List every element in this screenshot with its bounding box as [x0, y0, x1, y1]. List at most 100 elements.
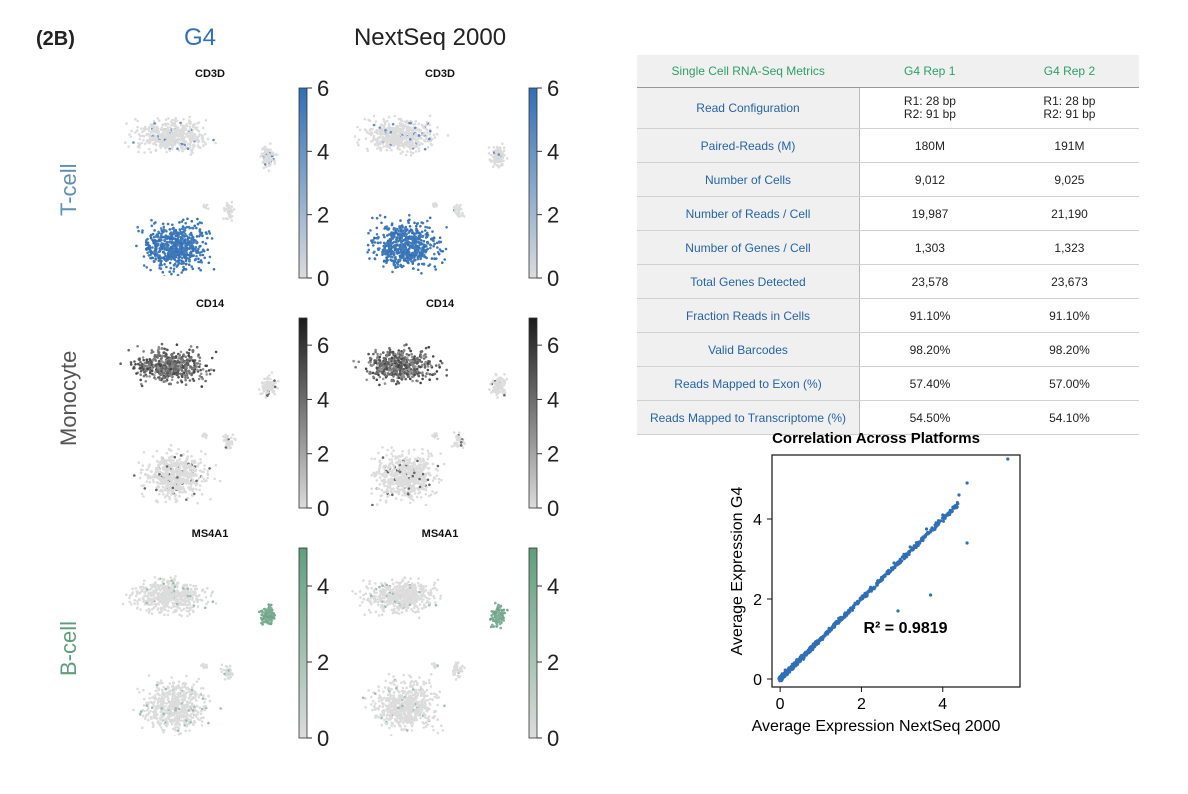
colorbar-tick-label: 6 [547, 333, 559, 358]
scatter-point [860, 594, 864, 598]
scatter-point [883, 573, 887, 577]
scatter-point [854, 601, 858, 605]
scatter-point [946, 511, 950, 515]
scatter-point [923, 534, 927, 538]
scatter-point [823, 633, 827, 637]
gene-title: CD14 [425, 298, 455, 310]
metrics-header-row: Single Cell RNA-Seq Metrics G4 Rep 1 G4 … [637, 55, 1139, 88]
scatter-point [934, 521, 938, 525]
scatter-point [831, 624, 835, 628]
metrics-cell-rep1: 9,012 [859, 162, 1000, 197]
metrics-cell-name: Fraction Reads in Cells [637, 298, 860, 333]
colorbar: 0 2 4 6 [298, 78, 329, 288]
metrics-cell-name: Valid Barcodes [637, 332, 860, 367]
metrics-cell-rep1: 23,578 [859, 264, 1000, 299]
metrics-header-name: Single Cell RNA-Seq Metrics [637, 55, 860, 88]
y-tick-label: 2 [753, 592, 762, 609]
colorbar: 0 2 4 6 [298, 317, 329, 518]
colorbar-tick-label: 4 [547, 387, 559, 412]
scatter-point [815, 640, 819, 644]
umap-plot [352, 343, 509, 506]
colorbar-tick-label: 0 [317, 726, 329, 748]
metrics-cell-rep1: R1: 28 bp R2: 91 bp [859, 87, 1000, 129]
scatter-point [887, 572, 891, 576]
scatter-point [934, 525, 938, 528]
metrics-cell-rep1: 19,987 [859, 196, 1000, 231]
y-tick-label: 4 [753, 512, 762, 529]
scatter-point [857, 601, 861, 604]
scatter-point [896, 562, 900, 566]
scatter-point [965, 541, 969, 545]
colorbar: 0 2 4 6 [528, 78, 559, 288]
scatter-point [809, 647, 813, 651]
gene-title: CD14 [195, 298, 225, 310]
scatter-point [900, 555, 904, 559]
scatter-point [784, 672, 788, 676]
metrics-row: Total Genes Detected 23,578 23,673 [637, 264, 1139, 299]
chart-title: Correlation Across Platforms [772, 430, 980, 447]
scatter-point [869, 588, 873, 592]
colorbar-tick-label: 2 [547, 442, 559, 467]
umap-plot [353, 114, 509, 275]
metrics-cell-rep2: 9,025 [999, 162, 1139, 197]
colorbar: 0 2 4 [298, 547, 329, 748]
scatter-point [811, 644, 815, 648]
scatter-point [795, 658, 799, 662]
scatter-point [914, 546, 918, 550]
colorbar-tick-label: 0 [547, 496, 559, 518]
scatter-point [872, 587, 876, 591]
metrics-row: Valid Barcodes 98.20% 98.20% [637, 332, 1139, 367]
colorbar-tick-label: 0 [547, 266, 559, 288]
metrics-row: Number of Genes / Cell 1,303 1,323 [637, 230, 1139, 265]
metrics-cell-rep2: R1: 28 bp R2: 91 bp [999, 87, 1139, 129]
colorbar-tick-label: 6 [547, 78, 559, 101]
scatter-point [799, 655, 803, 659]
scatter-point [887, 568, 891, 572]
scatter-point [950, 509, 954, 513]
scatter-point [835, 619, 839, 623]
scatter-point [916, 544, 920, 547]
metrics-row: Fraction Reads in Cells 91.10% 91.10% [637, 298, 1139, 333]
gene-title: CD3D [425, 68, 455, 80]
scatter-point [896, 609, 900, 613]
x-tick-label: 2 [857, 696, 866, 713]
scatter-point [791, 667, 795, 671]
scatter-point [808, 649, 812, 653]
metrics-cell-name: Reads Mapped to Exon (%) [637, 366, 860, 401]
scatter-point [924, 527, 929, 531]
umap-plot [124, 115, 279, 276]
scatter-point [955, 501, 959, 504]
scatter-point [863, 595, 867, 599]
correlation-scatter: Correlation Across Platforms 0 2 4 0 2 4 Averag… [729, 430, 1021, 735]
scatter-point [920, 536, 924, 540]
metrics-cell-rep1: 1,303 [859, 230, 1000, 265]
colorbar-tick-label: 2 [547, 203, 559, 228]
scatter-point [957, 493, 961, 497]
metrics-cell-rep2: 98.20% [999, 332, 1139, 367]
scatter-point [778, 677, 782, 681]
row-label-b-cell: B-cell [56, 620, 81, 676]
metrics-cell-name: Reads Mapped to Transcriptome (%) [637, 400, 860, 435]
metrics-row: Paired-Reads (M) 180M 191M [637, 128, 1139, 163]
umap-plot [351, 576, 509, 736]
scatter-point [942, 519, 945, 523]
scatter-point [890, 567, 894, 571]
metrics-cell-name: Read Configuration [637, 87, 860, 129]
colorbar-tick-label: 6 [317, 333, 329, 358]
scatter-point [813, 642, 817, 646]
scatter-point [941, 513, 945, 517]
row-label-monocyte: Monocyte [56, 350, 81, 446]
scatter-point [902, 552, 906, 556]
metrics-cell-rep2: 57.00% [999, 366, 1139, 401]
y-axis-label: Average Expression G4 [729, 487, 746, 656]
scatter-point [920, 538, 924, 542]
scatter-point [825, 630, 829, 634]
metrics-cell-rep2: 21,190 [999, 196, 1139, 231]
x-tick-label: 0 [776, 696, 785, 713]
metrics-row: Reads Mapped to Exon (%) 57.40% 57.00% [637, 366, 1139, 401]
metrics-row: Number of Cells 9,012 9,025 [637, 162, 1139, 197]
colorbar-tick-label: 0 [317, 496, 329, 518]
scatter-point [798, 658, 803, 662]
colorbar-tick-label: 4 [547, 574, 559, 599]
metrics-cell-rep2: 1,323 [999, 230, 1139, 265]
